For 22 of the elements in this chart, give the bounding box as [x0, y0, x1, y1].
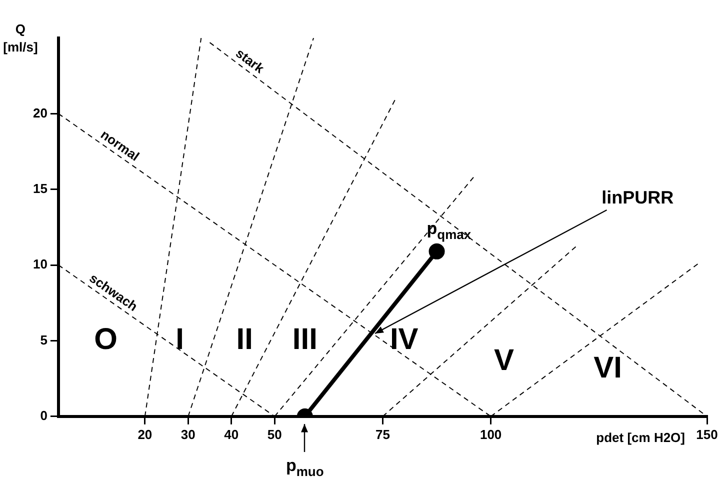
y-tick-label: 20: [32, 105, 48, 120]
y-tick-label: 10: [32, 256, 48, 272]
annotation: O: [94, 322, 118, 356]
x-tick-label: 50: [267, 426, 282, 442]
y-tick-label: 5: [40, 332, 48, 348]
x-axis-title: pdet [cm H2O]: [596, 430, 685, 445]
annotation: IV: [390, 322, 418, 356]
x-tick-label: 150: [696, 426, 718, 442]
y-axis-title: Q [ml/s]: [3, 22, 38, 55]
x-tick-label: 100: [480, 426, 502, 442]
annotation: III: [292, 322, 318, 356]
x-tick-label: 20: [138, 426, 152, 442]
y-tick-label: 15: [32, 180, 48, 196]
annotation: II: [236, 322, 253, 356]
annotation: I: [176, 322, 184, 356]
x-tick-label: 40: [224, 426, 239, 442]
y-tick-label: 0: [40, 408, 48, 423]
x-tick-label: 30: [180, 426, 196, 442]
annotation: linPURR: [602, 187, 674, 208]
annotation: VI: [594, 352, 622, 385]
annotation: V: [494, 344, 514, 378]
x-tick-label: 75: [375, 426, 390, 442]
